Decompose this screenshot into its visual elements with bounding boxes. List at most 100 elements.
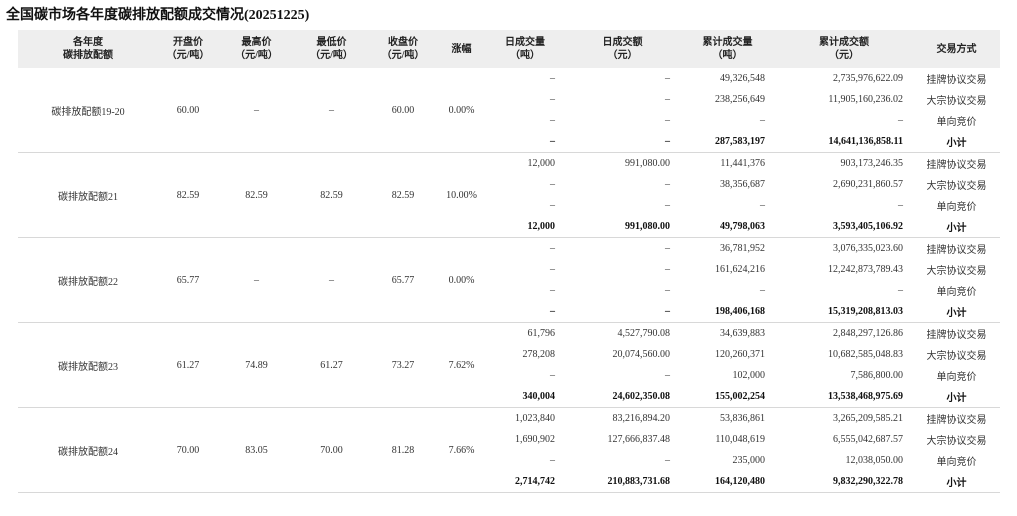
allowance-name: 碳排放配额21 xyxy=(18,152,158,238)
header-cell: 累计成交额 （元） xyxy=(775,30,913,68)
amount-cell: – xyxy=(485,131,565,153)
amount-cell: 340,004 xyxy=(485,386,565,408)
amount-cell: – xyxy=(665,455,670,466)
data-row: – – – – 单向竞价 xyxy=(18,110,1000,131)
header-line: （吨） xyxy=(510,50,540,61)
price-cell: 73.27 xyxy=(368,322,438,408)
price-cell: 70.00 xyxy=(158,407,218,493)
trade-method: 单向竞价 xyxy=(936,457,977,468)
header-line: （元/吨） xyxy=(381,50,425,61)
amount-cell: 12,038,050.00 xyxy=(845,455,904,466)
amount-cell: 110,048,619 xyxy=(715,434,765,445)
header-line: （元/吨） xyxy=(166,50,210,61)
amount-cell: – xyxy=(898,285,903,296)
price-cell: – xyxy=(295,237,368,323)
trade-method: 单向竞价 xyxy=(936,287,977,298)
trade-method: 小计 xyxy=(913,301,1000,323)
allowance-name: 碳排放配额22 xyxy=(18,237,158,323)
amount-cell: 1,023,840 xyxy=(515,413,555,424)
trade-table: 各年度 碳排放配额 开盘价 （元/吨） 最高价 （元/吨） 最低价 （元/吨） 收盘价 （元/吨）… xyxy=(18,30,1000,493)
price-cell: – xyxy=(295,68,368,153)
amount-cell: – xyxy=(665,243,670,254)
header-cell: 交易方式 xyxy=(913,30,1000,68)
amount-cell: – xyxy=(665,370,670,381)
amount-cell: – xyxy=(550,94,555,105)
amount-cell: 49,798,063 xyxy=(680,216,775,238)
price-cell: 61.27 xyxy=(158,322,218,408)
subtotal-row: – –287,583,197 14,641,136,858.11 小计 xyxy=(18,131,1000,153)
header-line: 各年度 xyxy=(73,37,103,48)
data-row: – – 238,256,649 11,905,160,236.02 大宗协议交易 xyxy=(18,89,1000,110)
amount-cell: 12,000 xyxy=(527,158,556,169)
header-line: 最高价 xyxy=(241,37,272,48)
amount-cell: 6,555,042,687.57 xyxy=(833,434,903,445)
amount-cell: – xyxy=(665,179,670,190)
amount-cell: 903,173,246.35 xyxy=(840,158,904,169)
amount-cell: 10,682,585,048.83 xyxy=(828,349,903,360)
header-cell: 日成交额 （元） xyxy=(565,30,680,68)
data-row: 碳排放配额24 70.00 83.05 70.00 81.28 7.66% 1,023,84… xyxy=(18,407,1000,493)
price-cell: 60.00 xyxy=(158,68,218,153)
amount-cell: – xyxy=(760,200,765,211)
trade-method: 挂牌协议交易 xyxy=(926,245,987,256)
amount-cell: 161,624,216 xyxy=(715,264,765,275)
amount-cell: – xyxy=(898,115,903,126)
amount-cell: 238,256,649 xyxy=(715,94,765,105)
data-row: – – 161,624,216 12,242,873,789.43 大宗协议交易 xyxy=(18,259,1000,280)
header-line: 最低价 xyxy=(316,37,347,48)
data-row: 碳排放配额19-20 60.00– –60.00 0.00% – –49,326,548 2… xyxy=(18,68,1000,153)
price-cell: 60.00 xyxy=(368,68,438,153)
amount-cell: 14,641,136,858.11 xyxy=(775,131,913,153)
table-body: 碳排放配额19-20 60.00– –60.00 0.00% – –49,326,548 2… xyxy=(18,68,1000,493)
header-cell: 各年度 碳排放配额 xyxy=(18,30,158,68)
amount-cell: – xyxy=(550,200,555,211)
trade-method: 挂牌协议交易 xyxy=(926,75,987,86)
trade-method: 小计 xyxy=(913,216,1000,238)
page-title: 全国碳市场各年度碳排放配额成交情况(20251225) xyxy=(6,8,310,23)
allowance-name: 碳排放配额24 xyxy=(18,407,158,493)
amount-cell: – xyxy=(565,131,680,153)
data-row: – – – – 单向竞价 xyxy=(18,195,1000,216)
allowance-name: 碳排放配额23 xyxy=(18,322,158,408)
amount-cell: 15,319,208,813.03 xyxy=(775,301,913,323)
data-row: 碳排放配额21 82.59 82.59 82.59 82.59 10.00% 12,000 9… xyxy=(18,152,1000,238)
amount-cell: – xyxy=(665,264,670,275)
allowance-name: 碳排放配额19-20 xyxy=(18,68,158,153)
price-cell: 65.77 xyxy=(158,237,218,323)
amount-cell: 20,074,560.00 xyxy=(612,349,671,360)
header-line: （元/吨） xyxy=(310,50,353,61)
amount-cell: – xyxy=(760,115,765,126)
amount-cell: 11,905,160,236.02 xyxy=(828,94,903,105)
price-cell: 83.05 xyxy=(218,407,295,493)
trade-method: 挂牌协议交易 xyxy=(926,330,987,341)
price-cell: 81.28 xyxy=(368,407,438,493)
price-cell: 70.00 xyxy=(295,407,368,493)
amount-cell: 13,538,468,975.69 xyxy=(775,386,913,408)
data-row: – – 102,000 7,586,800.00 单向竞价 xyxy=(18,365,1000,386)
price-cell: 7.66% xyxy=(438,407,485,493)
amount-cell: 36,781,952 xyxy=(720,243,765,254)
amount-cell: 2,714,742 xyxy=(485,471,565,493)
header-line: （元） xyxy=(607,50,638,61)
amount-cell: 49,326,548 xyxy=(720,73,765,84)
header-line: 日成交量 xyxy=(505,37,545,48)
price-cell: 65.77 xyxy=(368,237,438,323)
header-cell: 累计成交量 （吨） xyxy=(680,30,775,68)
trade-method: 单向竞价 xyxy=(936,372,977,383)
amount-cell: – xyxy=(565,301,680,323)
trade-method: 大宗协议交易 xyxy=(926,96,987,107)
amount-cell: 3,593,405,106.92 xyxy=(775,216,913,238)
subtotal-row: – –198,406,168 15,319,208,813.03 小计 xyxy=(18,301,1000,323)
amount-cell: 991,080.00 xyxy=(565,216,680,238)
amount-cell: 164,120,480 xyxy=(680,471,775,493)
header-line: 累计成交额 xyxy=(819,37,869,48)
amount-cell: – xyxy=(665,94,670,105)
trade-method: 小计 xyxy=(913,131,1000,153)
data-row: – – 235,000 12,038,050.00 单向竞价 xyxy=(18,450,1000,471)
price-cell: – xyxy=(218,68,295,153)
header-cell: 开盘价 （元/吨） xyxy=(158,30,218,68)
amount-cell: 120,260,371 xyxy=(715,349,765,360)
header-cell: 涨幅 xyxy=(438,30,485,68)
trade-method: 小计 xyxy=(913,386,1000,408)
